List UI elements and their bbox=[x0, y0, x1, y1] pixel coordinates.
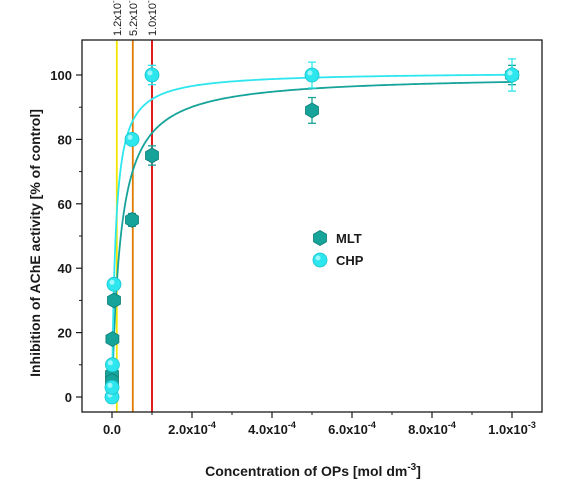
vertical-line-label-base: 1.2x10 bbox=[112, 3, 124, 36]
x-tick-label-base: 4.0x10 bbox=[248, 422, 288, 437]
x-tick-label-base: 1.0x10 bbox=[488, 422, 528, 437]
data-point-mlt-6 bbox=[145, 147, 159, 164]
data-point-mlt-7 bbox=[305, 102, 319, 119]
series-chp bbox=[104, 58, 520, 405]
fit-curve-chp bbox=[111, 73, 513, 391]
data-point-chp-5 bbox=[124, 131, 140, 147]
y-tick-label-6: 100 bbox=[50, 68, 72, 83]
data-point-mlt-3 bbox=[105, 331, 120, 348]
vertical-line-labels: 1.2x10-55.2x10-51.0x10-4 bbox=[109, 0, 159, 36]
vertical-line-label-base: 1.0x10 bbox=[147, 3, 159, 36]
x-tick-label-base: 6.0x10 bbox=[328, 422, 368, 437]
data-point-highlight bbox=[147, 70, 153, 76]
x-axis-label-end: ] bbox=[416, 463, 421, 479]
axes bbox=[81, 39, 543, 413]
data-point-highlight bbox=[307, 70, 313, 76]
data-point-chp-6 bbox=[144, 67, 160, 83]
x-tick-label-2: 2.0x10-4 bbox=[168, 420, 216, 437]
vertical-line-label-3: 1.0x10-4 bbox=[144, 0, 159, 36]
data-point-chp-7 bbox=[304, 67, 320, 83]
x-tick-label-exponent: -4 bbox=[368, 420, 376, 430]
x-tick-label-base: 8.0x10 bbox=[408, 422, 448, 437]
x-axis-label-exponent: -3 bbox=[407, 462, 416, 473]
fit-curve-mlt bbox=[111, 81, 513, 395]
legend-label-mlt: MLT bbox=[336, 231, 362, 246]
x-axis-ticks: 0.0 2.0x10-4 4.0x10-4 6.0x10-4 8.0x10-4 1.0x1… bbox=[103, 412, 536, 437]
vertical-line-label-exponent: -5 bbox=[109, 0, 118, 3]
x-tick-label-6: 1.0x10-3 bbox=[488, 420, 536, 437]
x-tick-label-exponent: -3 bbox=[528, 420, 536, 430]
x-tick-label-3: 4.0x10-4 bbox=[248, 420, 296, 437]
x-tick-label-exponent: -4 bbox=[208, 420, 216, 430]
legend: MLT CHP bbox=[312, 230, 364, 268]
data-point-highlight bbox=[109, 279, 115, 285]
x-tick-label-4: 6.0x10-4 bbox=[328, 420, 376, 437]
x-tick-label-base: 0.0 bbox=[103, 422, 121, 437]
series-mlt bbox=[105, 64, 519, 389]
x-axis-label: Concentration of OPs [mol dm-3] bbox=[205, 462, 421, 479]
data-point-chp-4 bbox=[106, 276, 122, 292]
x-tick-label-exponent: -4 bbox=[288, 420, 296, 430]
legend-marker-mlt bbox=[313, 230, 327, 246]
vertical-line-label-exponent: -4 bbox=[144, 0, 153, 3]
y-axis-ticks: 0 20 40 60 80 100 bbox=[50, 68, 82, 405]
vertical-line-label-2: 5.2x10-5 bbox=[125, 0, 140, 36]
data-point-highlight bbox=[107, 360, 113, 366]
data-point-mlt-5 bbox=[125, 211, 139, 228]
vertical-line-label-exponent: -5 bbox=[125, 0, 134, 3]
data-point-highlight bbox=[507, 70, 513, 76]
fit-curves bbox=[111, 73, 513, 395]
vertical-line-label-base: 5.2x10 bbox=[128, 3, 140, 36]
data-point-chp-2 bbox=[104, 379, 120, 395]
y-tick-label-3: 40 bbox=[58, 261, 72, 276]
vertical-line-label-1: 1.2x10-5 bbox=[109, 0, 124, 36]
x-tick-label-exponent: -4 bbox=[448, 420, 456, 430]
data-point-mlt-4 bbox=[107, 292, 121, 309]
data-point-highlight bbox=[107, 382, 113, 388]
plot-frame bbox=[81, 39, 543, 413]
legend-marker-chp bbox=[312, 252, 328, 268]
x-tick-label-1: 0.0 bbox=[103, 422, 121, 437]
y-tick-label-5: 80 bbox=[58, 132, 72, 147]
data-point-highlight bbox=[127, 134, 133, 140]
x-axis-label-main: Concentration of OPs [mol dm bbox=[205, 463, 407, 479]
legend-marker-highlight bbox=[315, 255, 321, 261]
data-point-chp-8 bbox=[504, 67, 520, 83]
y-tick-label-2: 20 bbox=[58, 326, 72, 341]
legend-label-chp: CHP bbox=[336, 253, 364, 268]
data-point-chp-3 bbox=[105, 357, 120, 373]
data-points bbox=[104, 58, 520, 405]
y-tick-label-1: 0 bbox=[65, 390, 72, 405]
y-axis-label: Inhibition of AChE activity [% of contro… bbox=[27, 109, 43, 377]
x-tick-label-5: 8.0x10-4 bbox=[408, 420, 456, 437]
x-tick-label-base: 2.0x10 bbox=[168, 422, 208, 437]
y-tick-label-4: 60 bbox=[58, 197, 72, 212]
